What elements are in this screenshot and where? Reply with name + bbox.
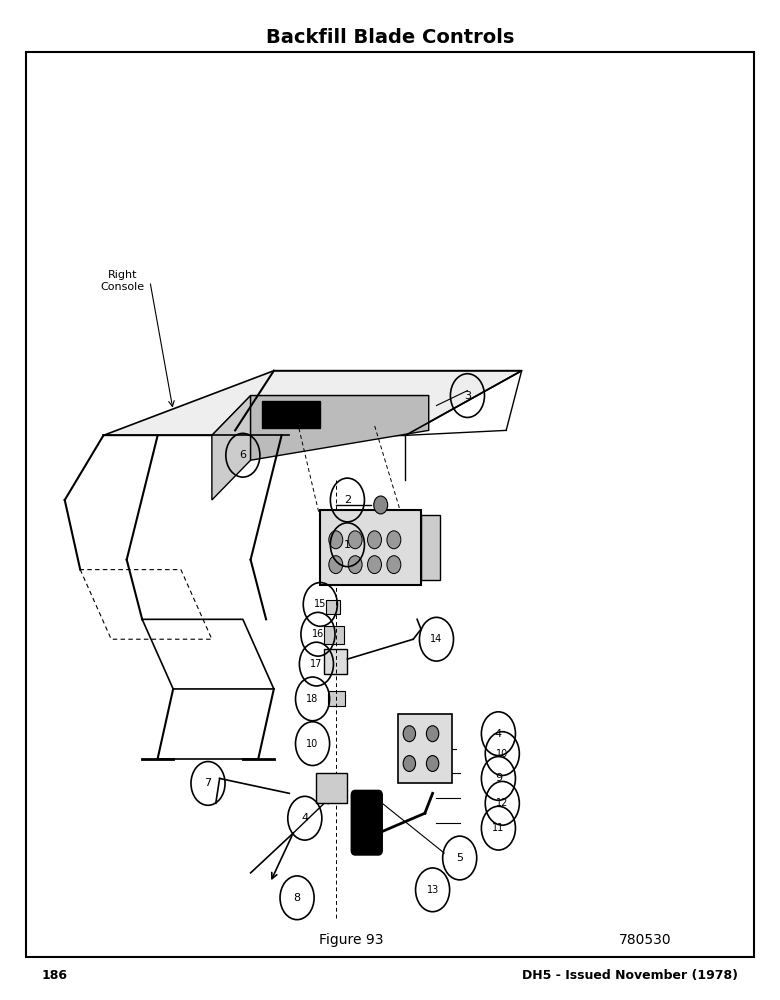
FancyBboxPatch shape — [317, 773, 347, 803]
Circle shape — [403, 726, 416, 742]
Text: 14: 14 — [431, 634, 442, 644]
Circle shape — [329, 531, 342, 549]
Text: 15: 15 — [314, 599, 327, 609]
Circle shape — [367, 531, 381, 549]
Text: Figure 93: Figure 93 — [319, 933, 384, 947]
Text: 6: 6 — [239, 450, 246, 460]
Text: 13: 13 — [427, 885, 438, 895]
Circle shape — [427, 726, 439, 742]
Text: 12: 12 — [496, 798, 509, 808]
Text: Right
Console: Right Console — [101, 270, 145, 292]
Text: 186: 186 — [41, 969, 68, 982]
FancyBboxPatch shape — [328, 691, 345, 706]
Text: 4: 4 — [495, 729, 502, 739]
Text: 11: 11 — [492, 823, 505, 833]
Text: 780530: 780530 — [619, 933, 672, 947]
Polygon shape — [212, 396, 250, 500]
Text: 17: 17 — [310, 659, 323, 669]
Circle shape — [329, 556, 342, 574]
FancyBboxPatch shape — [351, 790, 382, 855]
Text: 10: 10 — [496, 749, 509, 759]
Text: 2: 2 — [344, 495, 351, 505]
Text: 3: 3 — [464, 391, 471, 401]
Text: 10: 10 — [307, 739, 319, 749]
FancyBboxPatch shape — [421, 515, 441, 580]
Text: 16: 16 — [312, 629, 324, 639]
FancyBboxPatch shape — [262, 401, 321, 428]
Circle shape — [387, 556, 401, 574]
Circle shape — [387, 531, 401, 549]
Text: 8: 8 — [293, 893, 300, 903]
Polygon shape — [250, 396, 429, 460]
Circle shape — [348, 531, 362, 549]
Text: 7: 7 — [204, 778, 211, 788]
Circle shape — [348, 556, 362, 574]
FancyBboxPatch shape — [327, 600, 340, 614]
Text: 9: 9 — [495, 773, 502, 783]
Circle shape — [427, 756, 439, 771]
Polygon shape — [104, 371, 522, 435]
FancyBboxPatch shape — [321, 510, 421, 585]
Circle shape — [374, 496, 388, 514]
Text: Backfill Blade Controls: Backfill Blade Controls — [266, 28, 514, 47]
Text: 1: 1 — [344, 540, 351, 550]
Text: 4: 4 — [301, 813, 308, 823]
Circle shape — [367, 556, 381, 574]
FancyBboxPatch shape — [398, 714, 452, 783]
Circle shape — [403, 756, 416, 771]
Text: DH5 - Issued November (1978): DH5 - Issued November (1978) — [523, 969, 739, 982]
FancyBboxPatch shape — [324, 626, 343, 644]
Polygon shape — [212, 396, 429, 435]
Text: 5: 5 — [456, 853, 463, 863]
FancyBboxPatch shape — [324, 649, 347, 674]
Text: 18: 18 — [307, 694, 319, 704]
